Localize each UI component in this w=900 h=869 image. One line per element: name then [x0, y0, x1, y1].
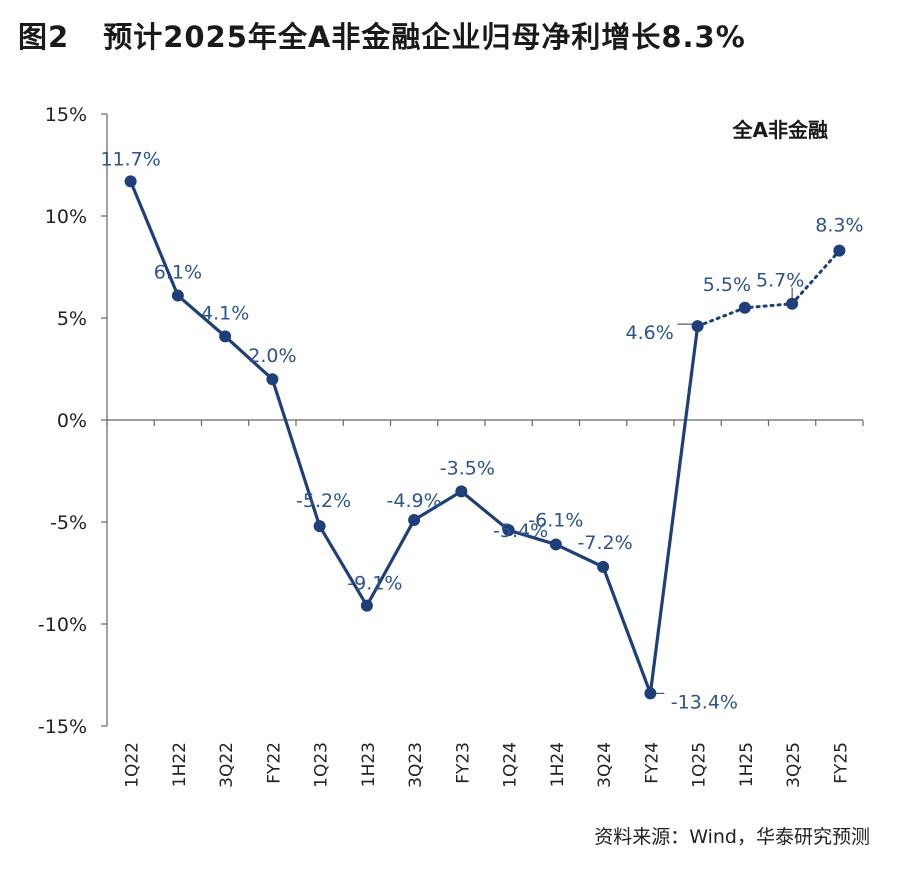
- x-tick-label: FY25: [831, 742, 851, 784]
- data-label: 8.3%: [815, 215, 863, 237]
- data-point: [408, 513, 421, 526]
- y-tick-label: 10%: [45, 206, 87, 228]
- data-point: [644, 687, 657, 700]
- data-label: 6.1%: [154, 262, 202, 284]
- figure-label: 图2: [18, 20, 70, 54]
- legend-label: 全A非金融: [732, 118, 828, 142]
- data-label: -5.4%: [493, 520, 548, 542]
- figure-title-text: 预计2025年全A非金融企业归母净利增长8.3%: [103, 20, 746, 54]
- data-label: 5.7%: [756, 270, 804, 292]
- x-tick-label: FY24: [642, 742, 662, 784]
- data-label: 4.1%: [201, 302, 249, 324]
- data-labels: 11.7% 6.1% 4.1% 2.0% -5.2% -9.1% -4.9% -3.5% -5.…: [100, 148, 863, 713]
- data-point: [691, 320, 704, 333]
- x-tick-label: 1Q23: [312, 742, 332, 788]
- data-point: [360, 599, 373, 612]
- data-point: [266, 373, 279, 386]
- data-label: -9.1%: [347, 573, 402, 595]
- data-point: [124, 175, 137, 188]
- data-point: [597, 560, 610, 573]
- y-axis: 15% 10% 5% 0% -5% -10% -15%: [38, 104, 108, 738]
- data-point: [171, 289, 184, 302]
- x-tick-label: 1Q24: [501, 742, 521, 788]
- series-line: [124, 175, 846, 700]
- x-tick-label: 1Q22: [123, 742, 143, 788]
- x-tick-label: FY23: [453, 742, 473, 784]
- x-tick-label: 3Q25: [784, 742, 804, 788]
- x-tick-label: 1H24: [548, 742, 568, 787]
- data-label: -5.2%: [296, 490, 351, 512]
- data-point: [738, 301, 751, 314]
- figure-title: 图2 预计2025年全A非金融企业归母净利增长8.3%: [18, 14, 746, 56]
- y-tick-label: 5%: [57, 308, 87, 330]
- forecast-series-line: [696, 249, 841, 328]
- data-point: [502, 524, 515, 537]
- data-label: 11.7%: [100, 148, 160, 170]
- data-point: [219, 330, 232, 343]
- source-note: 资料来源：Wind，华泰研究预测: [594, 826, 870, 848]
- y-tick-label: -5%: [50, 512, 87, 534]
- y-tick-label: 15%: [45, 104, 87, 126]
- x-tick-label: FY22: [264, 742, 284, 784]
- data-label: -4.9%: [387, 490, 442, 512]
- actual-series-line: [129, 180, 700, 695]
- x-tick-label: 1H22: [170, 742, 190, 787]
- y-tick-label: -10%: [38, 614, 87, 636]
- data-point: [786, 297, 799, 310]
- line-chart: 15%10%5%0%-5%-10%-15% 1Q22 1H22 3Q22 FY22 1Q…: [38, 104, 864, 788]
- y-tick-label: -15%: [38, 716, 87, 738]
- data-label: -6.1%: [528, 509, 583, 531]
- x-axis: 1Q22 1H22 3Q22 FY22 1Q23 1H23 3Q23 FY23 1Q24 1H24…: [106, 419, 864, 788]
- data-point: [833, 244, 846, 257]
- data-label: 5.5%: [703, 274, 751, 296]
- x-tick-label: 3Q24: [595, 742, 615, 788]
- x-tick-label: 1H25: [737, 742, 757, 787]
- data-label: -13.4%: [671, 691, 738, 713]
- data-label: -7.2%: [578, 532, 633, 554]
- data-label: -3.5%: [440, 457, 495, 479]
- data-point: [549, 538, 562, 551]
- x-tick-label: 3Q22: [217, 742, 237, 788]
- data-label: 4.6%: [625, 322, 673, 344]
- data-label: 2.0%: [248, 345, 296, 367]
- data-point: [455, 485, 468, 498]
- x-tick-label: 3Q23: [406, 742, 426, 788]
- y-tick-label: 0%: [57, 410, 87, 432]
- x-tick-label: 1H23: [359, 742, 379, 787]
- x-tick-label: 1Q25: [690, 742, 710, 788]
- data-point: [313, 520, 326, 533]
